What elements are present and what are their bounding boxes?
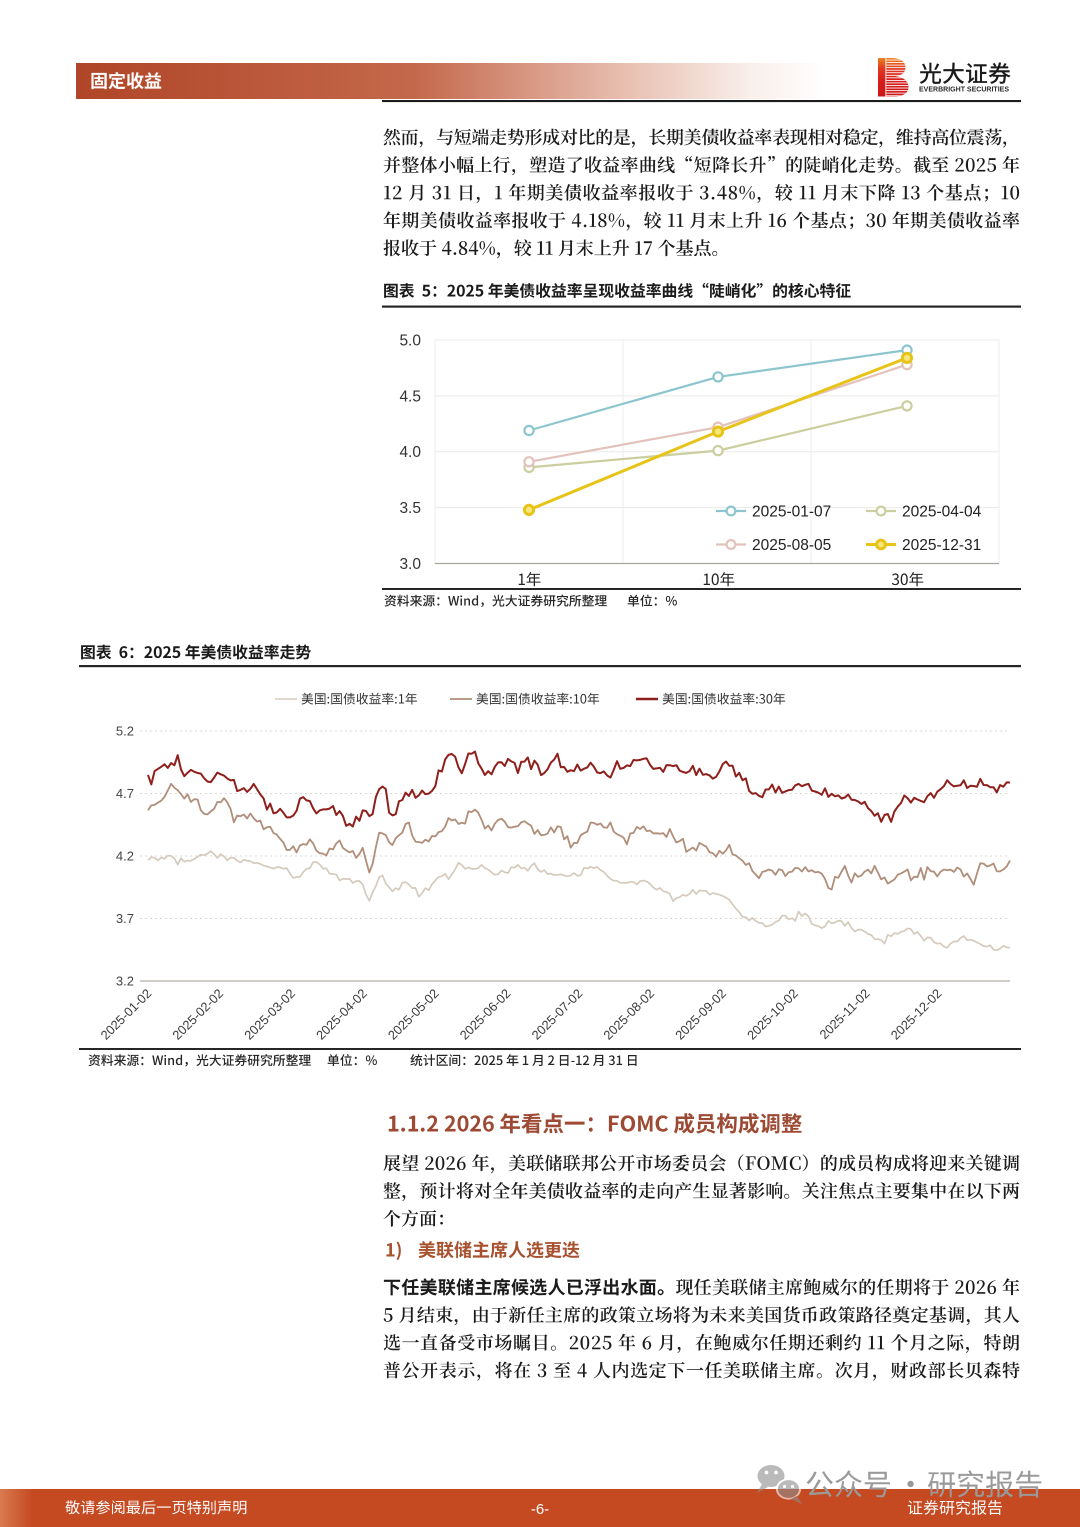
svg-text:4.7: 4.7	[116, 786, 134, 801]
svg-text:-6-: -6-	[531, 1501, 549, 1518]
svg-text:3.7: 3.7	[116, 911, 134, 926]
svg-text:3.2: 3.2	[116, 974, 134, 989]
svg-text:2025-12-31: 2025-12-31	[902, 537, 981, 554]
svg-text:EVERBRIGHT SECURITIES: EVERBRIGHT SECURITIES	[919, 85, 1009, 94]
svg-text:2025-04-04: 2025-04-04	[902, 504, 982, 521]
svg-text:4.2: 4.2	[116, 849, 134, 864]
svg-text:3.0: 3.0	[399, 556, 421, 573]
svg-text:3.5: 3.5	[399, 500, 421, 517]
svg-text:4.5: 4.5	[399, 388, 421, 405]
svg-text:2025-01-07: 2025-01-07	[752, 504, 831, 521]
svg-text:5.2: 5.2	[116, 724, 134, 739]
svg-text:5.0: 5.0	[399, 333, 421, 350]
svg-text:4.0: 4.0	[399, 444, 421, 461]
svg-text:2025-08-05: 2025-08-05	[752, 537, 831, 554]
